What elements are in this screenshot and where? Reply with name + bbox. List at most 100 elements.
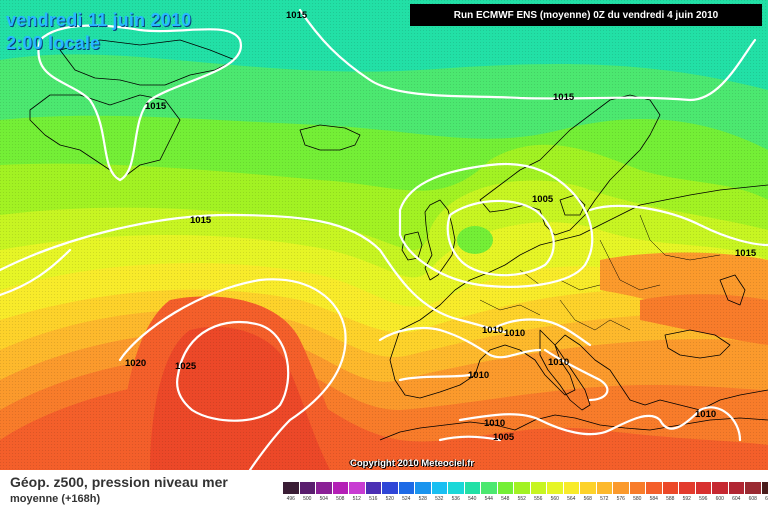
scale-swatch xyxy=(415,482,431,494)
scale-swatch xyxy=(596,482,612,494)
scale-step: 500 xyxy=(299,482,316,504)
forecast-time: 2:00 locale xyxy=(6,33,101,53)
scale-swatch xyxy=(530,482,546,494)
scale-label: 564 xyxy=(563,494,579,504)
scale-swatch xyxy=(695,482,711,494)
scale-label: 596 xyxy=(695,494,711,504)
scale-label: 512 xyxy=(349,494,365,504)
scale-step: 536 xyxy=(448,482,465,504)
color-scale: 496 500 504 508 512 516 520 524 528 532 536 540 544 5… xyxy=(283,482,768,504)
scale-swatch xyxy=(613,482,629,494)
scale-step: 544 xyxy=(481,482,498,504)
map-title: Géop. z500, pression niveau mer xyxy=(10,474,228,490)
coastlines xyxy=(29,39,768,441)
isobar-label: 1010 xyxy=(548,357,569,368)
scale-swatch xyxy=(365,482,381,494)
scale-step: 568 xyxy=(580,482,597,504)
scale-swatch xyxy=(580,482,596,494)
scale-swatch xyxy=(514,482,530,494)
isobar-label: 1010 xyxy=(695,409,716,420)
scale-swatch xyxy=(481,482,497,494)
scale-step: 528 xyxy=(415,482,432,504)
isobar-label: 1025 xyxy=(175,361,197,372)
scale-swatch xyxy=(382,482,398,494)
scale-step: 520 xyxy=(382,482,399,504)
scale-step: 548 xyxy=(497,482,514,504)
scale-swatch xyxy=(629,482,645,494)
scale-swatch xyxy=(662,482,678,494)
scale-label: 612 xyxy=(761,494,768,504)
scale-swatch xyxy=(332,482,348,494)
scale-step: 532 xyxy=(431,482,448,504)
scale-label: 528 xyxy=(415,494,431,504)
isobar-label: 1010 xyxy=(504,328,525,339)
scale-label: 604 xyxy=(728,494,744,504)
scale-label: 508 xyxy=(332,494,348,504)
scale-swatch xyxy=(349,482,365,494)
isobar-label: 1005 xyxy=(532,194,554,205)
scale-step: 496 xyxy=(283,482,300,504)
scale-step: 516 xyxy=(365,482,382,504)
scale-swatch xyxy=(547,482,563,494)
scale-label: 576 xyxy=(613,494,629,504)
scale-step: 556 xyxy=(530,482,547,504)
scale-step: 596 xyxy=(695,482,712,504)
scale-label: 568 xyxy=(580,494,596,504)
scale-label: 588 xyxy=(662,494,678,504)
scale-swatch xyxy=(712,482,728,494)
scale-swatch xyxy=(646,482,662,494)
scale-swatch xyxy=(283,482,299,494)
scale-label: 600 xyxy=(712,494,728,504)
scale-step: 588 xyxy=(662,482,679,504)
scale-label: 544 xyxy=(481,494,497,504)
scale-step: 604 xyxy=(728,482,745,504)
scale-step: 608 xyxy=(745,482,762,504)
scale-label: 560 xyxy=(547,494,563,504)
scale-label: 536 xyxy=(448,494,464,504)
isobar-label: 1010 xyxy=(484,418,505,429)
scale-swatch xyxy=(299,482,315,494)
scale-swatch xyxy=(761,482,768,494)
isobar-labels: 1015 1015 1015 1015 1005 1015 1010 1010 … xyxy=(125,10,757,443)
scale-label: 500 xyxy=(299,494,315,504)
scale-step: 572 xyxy=(596,482,613,504)
isobar-label: 1015 xyxy=(145,101,167,112)
scale-step: 512 xyxy=(349,482,366,504)
isobar-label: 1015 xyxy=(190,215,212,226)
scale-label: 592 xyxy=(679,494,695,504)
scale-swatch xyxy=(563,482,579,494)
scale-label: 516 xyxy=(365,494,381,504)
scale-label: 532 xyxy=(431,494,447,504)
scale-swatch xyxy=(448,482,464,494)
isobar-label: 1005 xyxy=(493,432,515,443)
scale-swatch xyxy=(728,482,744,494)
scale-label: 584 xyxy=(646,494,662,504)
scale-label: 496 xyxy=(283,494,299,504)
run-info-banner: Run ECMWF ENS (moyenne) 0Z du vendredi 4… xyxy=(410,4,762,26)
scale-step: 524 xyxy=(398,482,415,504)
isobar-label: 1020 xyxy=(125,358,146,369)
scale-swatch xyxy=(398,482,414,494)
scale-label: 572 xyxy=(596,494,612,504)
copyright-text: Copyright 2010 Meteociel.fr xyxy=(350,458,475,469)
forecast-date: vendredi 11 juin 2010 xyxy=(6,10,192,30)
scale-label: 608 xyxy=(745,494,761,504)
scale-label: 552 xyxy=(514,494,530,504)
scale-step: 592 xyxy=(679,482,696,504)
legend-footer: Géop. z500, pression niveau mer moyenne … xyxy=(0,470,768,512)
scale-swatch xyxy=(431,482,447,494)
scale-step: 576 xyxy=(613,482,630,504)
scale-step: 540 xyxy=(464,482,481,504)
scale-step: 612 xyxy=(761,482,768,504)
scale-label: 540 xyxy=(464,494,480,504)
scale-label: 556 xyxy=(530,494,546,504)
scale-label: 520 xyxy=(382,494,398,504)
scale-swatch xyxy=(679,482,695,494)
isobar-label: 1010 xyxy=(468,370,489,381)
isobar-label: 1015 xyxy=(553,92,575,103)
weather-map: 1015 1015 1015 1015 1005 1015 1010 1010 … xyxy=(0,0,768,470)
scale-swatch xyxy=(316,482,332,494)
scale-label: 524 xyxy=(398,494,414,504)
scale-swatch xyxy=(497,482,513,494)
scale-label: 504 xyxy=(316,494,332,504)
